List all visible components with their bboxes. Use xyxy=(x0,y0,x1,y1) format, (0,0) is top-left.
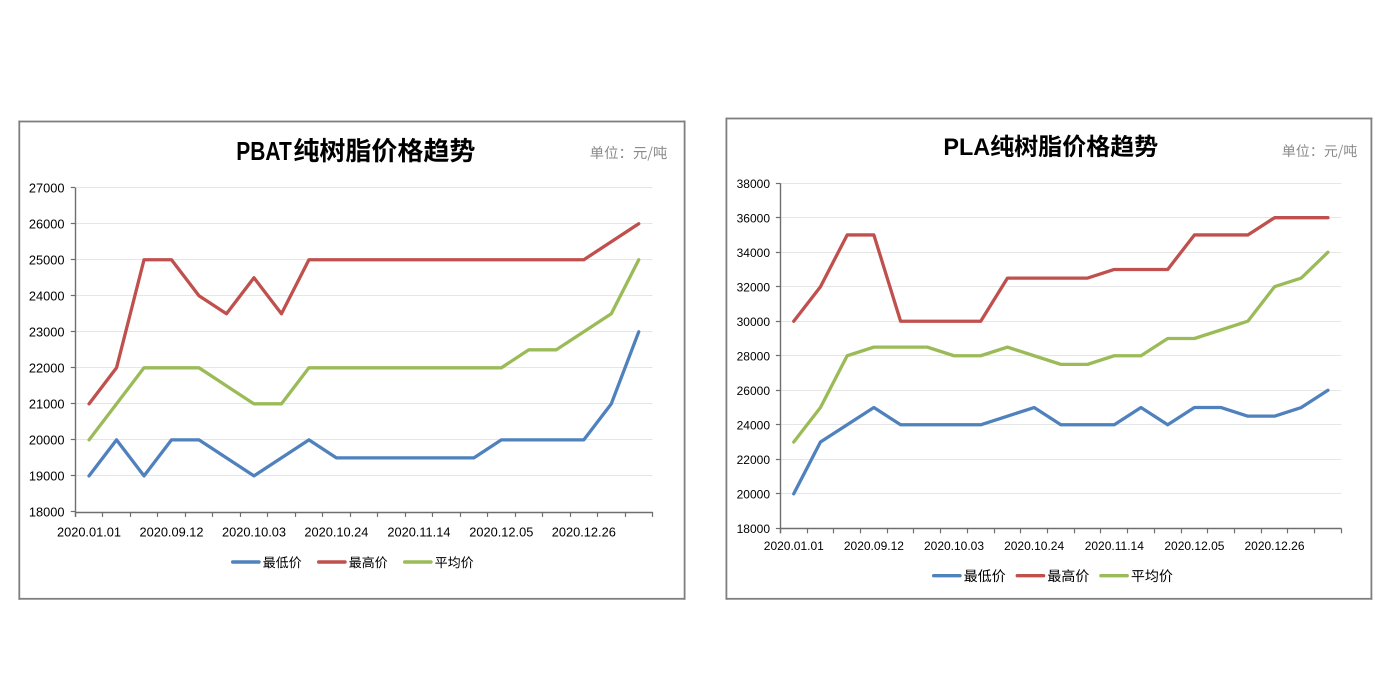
svg-text:PBAT: PBAT xyxy=(236,138,292,167)
svg-text:2020.09.12: 2020.09.12 xyxy=(139,525,203,540)
svg-text:30000: 30000 xyxy=(737,315,771,329)
svg-text:28000: 28000 xyxy=(737,349,771,363)
svg-text:24000: 24000 xyxy=(737,418,771,432)
svg-text:25000: 25000 xyxy=(29,252,65,267)
svg-text:2020.10.24: 2020.10.24 xyxy=(1004,539,1064,553)
svg-text:20000: 20000 xyxy=(29,433,65,448)
svg-text:34000: 34000 xyxy=(737,246,771,260)
svg-text:32000: 32000 xyxy=(737,280,771,294)
svg-text:2020.10.03: 2020.10.03 xyxy=(222,525,286,540)
svg-text:18000: 18000 xyxy=(737,522,771,536)
svg-text:PLA: PLA xyxy=(943,135,990,161)
svg-text:2020.10.03: 2020.10.03 xyxy=(924,539,984,553)
svg-text:2020.01.01: 2020.01.01 xyxy=(764,539,824,553)
svg-text:2020.12.26: 2020.12.26 xyxy=(552,525,616,540)
svg-text:24000: 24000 xyxy=(29,288,65,303)
svg-text:2020.01.01: 2020.01.01 xyxy=(57,525,121,540)
svg-text:22000: 22000 xyxy=(29,360,65,375)
svg-text:22000: 22000 xyxy=(737,453,771,467)
svg-text:2020.12.05: 2020.12.05 xyxy=(1164,539,1224,553)
svg-text:26000: 26000 xyxy=(737,384,771,398)
svg-text:19000: 19000 xyxy=(29,469,65,484)
svg-text:2020.11.14: 2020.11.14 xyxy=(387,525,450,540)
svg-text:26000: 26000 xyxy=(29,216,65,231)
svg-text:20000: 20000 xyxy=(737,487,771,501)
svg-text:38000: 38000 xyxy=(737,177,771,191)
svg-text:2020.09.12: 2020.09.12 xyxy=(844,539,904,553)
svg-text:27000: 27000 xyxy=(29,180,65,195)
svg-text:36000: 36000 xyxy=(737,211,771,225)
svg-text:21000: 21000 xyxy=(29,396,65,411)
svg-text:18000: 18000 xyxy=(29,505,65,520)
svg-text:23000: 23000 xyxy=(29,324,65,339)
svg-text:2020.12.26: 2020.12.26 xyxy=(1244,539,1304,553)
svg-text:2020.10.24: 2020.10.24 xyxy=(304,525,368,540)
svg-text:2020.12.05: 2020.12.05 xyxy=(469,525,533,540)
svg-text:2020.11.14: 2020.11.14 xyxy=(1085,539,1144,553)
